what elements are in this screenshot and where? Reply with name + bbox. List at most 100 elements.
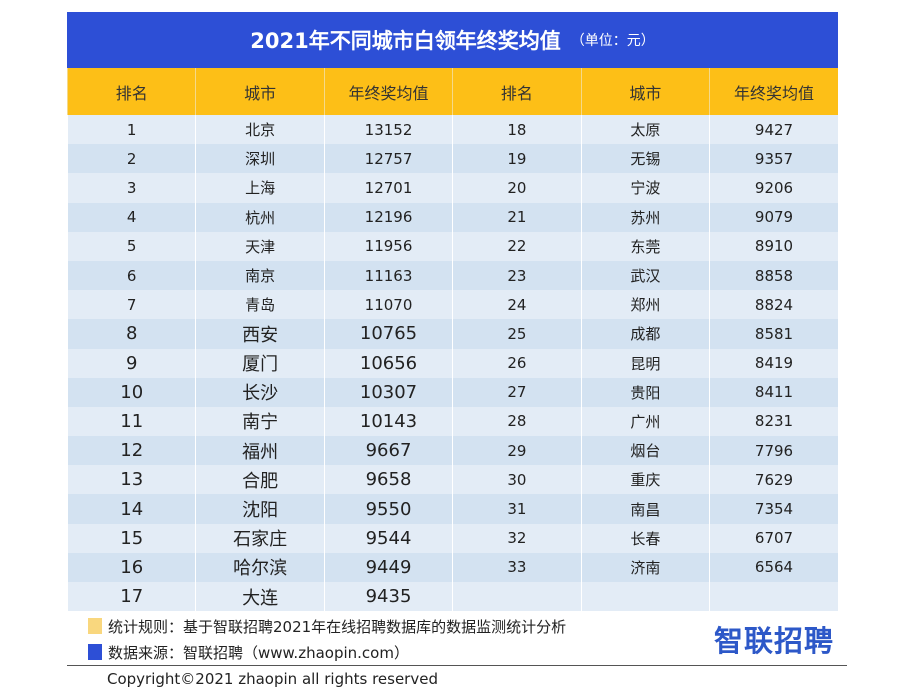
city-cell: 西安 [195, 319, 325, 349]
bonus-cell: 9206 [709, 173, 838, 203]
table-row: 11 南宁 10143 28 广州 8231 [66, 406, 838, 437]
table-row: 3 上海 12701 20 宁波 9206 [66, 173, 838, 203]
rank-cell: 25 [452, 319, 582, 349]
rank-cell: 5 [66, 231, 196, 261]
bonus-cell: 8858 [709, 260, 838, 291]
bonus-cell: 11956 [323, 231, 453, 261]
city-cell: 天津 [195, 231, 325, 261]
city-cell: 无锡 [580, 144, 710, 174]
city-cell: 青岛 [195, 290, 325, 320]
city-cell: 合肥 [195, 465, 325, 495]
table-row: 17 大连 9435 [66, 582, 838, 612]
rank-cell: 11 [66, 406, 196, 437]
rank-cell: 18 [452, 115, 582, 145]
column-header: 排名 [452, 68, 582, 115]
city-cell: 上海 [195, 173, 325, 203]
city-cell: 武汉 [580, 260, 710, 291]
blue-square-icon [88, 644, 102, 660]
note-rule: 统计规则：基于智联招聘2021年在线招聘数据库的数据监测统计分析 [88, 613, 566, 639]
city-cell: 太原 [580, 115, 710, 145]
bonus-cell: 8231 [709, 406, 838, 437]
column-header: 年终奖均值 [709, 68, 838, 115]
bonus-cell: 10765 [323, 319, 453, 349]
column-header: 年终奖均值 [323, 68, 453, 115]
city-cell: 长春 [580, 523, 710, 553]
city-cell: 南京 [195, 260, 325, 291]
bonus-cell: 8910 [709, 231, 838, 261]
city-cell: 石家庄 [195, 523, 325, 553]
bonus-cell: 10656 [323, 348, 453, 378]
city-cell: 福州 [195, 436, 325, 466]
city-cell: 广州 [580, 406, 710, 437]
rank-cell: 22 [452, 231, 582, 261]
rank-cell: 10 [66, 377, 196, 407]
city-cell: 长沙 [195, 377, 325, 407]
table-row: 16 哈尔滨 9449 33 济南 6564 [66, 552, 838, 582]
column-header: 城市 [195, 68, 325, 115]
rank-cell: 7 [66, 290, 196, 320]
rank-cell: 4 [66, 202, 196, 232]
bonus-cell: 8419 [709, 348, 838, 378]
rank-cell: 32 [452, 523, 582, 553]
bonus-cell: 8581 [709, 319, 838, 349]
rank-cell [452, 582, 582, 612]
table-row: 1 北京 13152 18 太原 9427 [66, 115, 838, 145]
bonus-cell: 9427 [709, 115, 838, 145]
table-row: 2 深圳 12757 19 无锡 9357 [66, 144, 838, 174]
bonus-cell: 9435 [323, 582, 453, 612]
table-row: 6 南京 11163 23 武汉 8858 [66, 260, 838, 291]
column-header: 城市 [580, 68, 710, 115]
rank-cell: 16 [66, 552, 196, 582]
city-cell [580, 582, 710, 612]
bonus-cell [709, 582, 838, 612]
city-cell: 郑州 [580, 290, 710, 320]
rank-cell: 3 [66, 173, 196, 203]
rank-cell: 31 [452, 494, 582, 524]
note-source-text: 数据来源：智联招聘（www.zhaopin.com） [108, 643, 409, 662]
bonus-cell: 7354 [709, 494, 838, 524]
table-row: 13 合肥 9658 30 重庆 7629 [66, 465, 838, 495]
bonus-cell: 11163 [323, 260, 453, 291]
bonus-cell: 13152 [323, 115, 453, 145]
table-row: 4 杭州 12196 21 苏州 9079 [66, 202, 838, 232]
rank-cell: 27 [452, 377, 582, 407]
rank-cell: 8 [66, 319, 196, 349]
city-cell: 宁波 [580, 173, 710, 203]
city-cell: 哈尔滨 [195, 552, 325, 582]
rank-cell: 29 [452, 436, 582, 466]
bonus-cell: 6564 [709, 552, 838, 582]
note-source: 数据来源：智联招聘（www.zhaopin.com） [88, 639, 566, 665]
city-cell: 苏州 [580, 202, 710, 232]
bonus-cell: 7629 [709, 465, 838, 495]
rank-cell: 26 [452, 348, 582, 378]
table-title-bar: 2021年不同城市白领年终奖均值 （单位：元） [67, 12, 838, 68]
city-cell: 贵阳 [580, 377, 710, 407]
city-cell: 深圳 [195, 144, 325, 174]
bonus-cell: 8411 [709, 377, 838, 407]
bonus-cell: 9357 [709, 144, 838, 174]
bonus-cell: 7796 [709, 436, 838, 466]
yellow-square-icon [88, 618, 102, 634]
table-row: 12 福州 9667 29 烟台 7796 [66, 436, 838, 466]
rank-cell: 12 [66, 436, 196, 466]
rank-cell: 28 [452, 406, 582, 437]
rank-cell: 13 [66, 465, 196, 495]
rank-cell: 23 [452, 260, 582, 291]
copyright: Copyright©2021 zhaopin all rights reserv… [107, 670, 438, 688]
table-row: 5 天津 11956 22 东莞 8910 [66, 231, 838, 261]
rank-cell: 2 [66, 144, 196, 174]
bonus-cell: 8824 [709, 290, 838, 320]
city-cell: 烟台 [580, 436, 710, 466]
bonus-cell: 10143 [323, 406, 453, 437]
bonus-cell: 9449 [323, 552, 453, 582]
city-cell: 成都 [580, 319, 710, 349]
bonus-cell: 9550 [323, 494, 453, 524]
rank-cell: 14 [66, 494, 196, 524]
table-title: 2021年不同城市白领年终奖均值 [250, 29, 561, 53]
bonus-cell: 9544 [323, 523, 453, 553]
bonus-cell: 12701 [323, 173, 453, 203]
bonus-cell: 9658 [323, 465, 453, 495]
rank-cell: 24 [452, 290, 582, 320]
city-cell: 南宁 [195, 406, 325, 437]
rank-cell: 19 [452, 144, 582, 174]
